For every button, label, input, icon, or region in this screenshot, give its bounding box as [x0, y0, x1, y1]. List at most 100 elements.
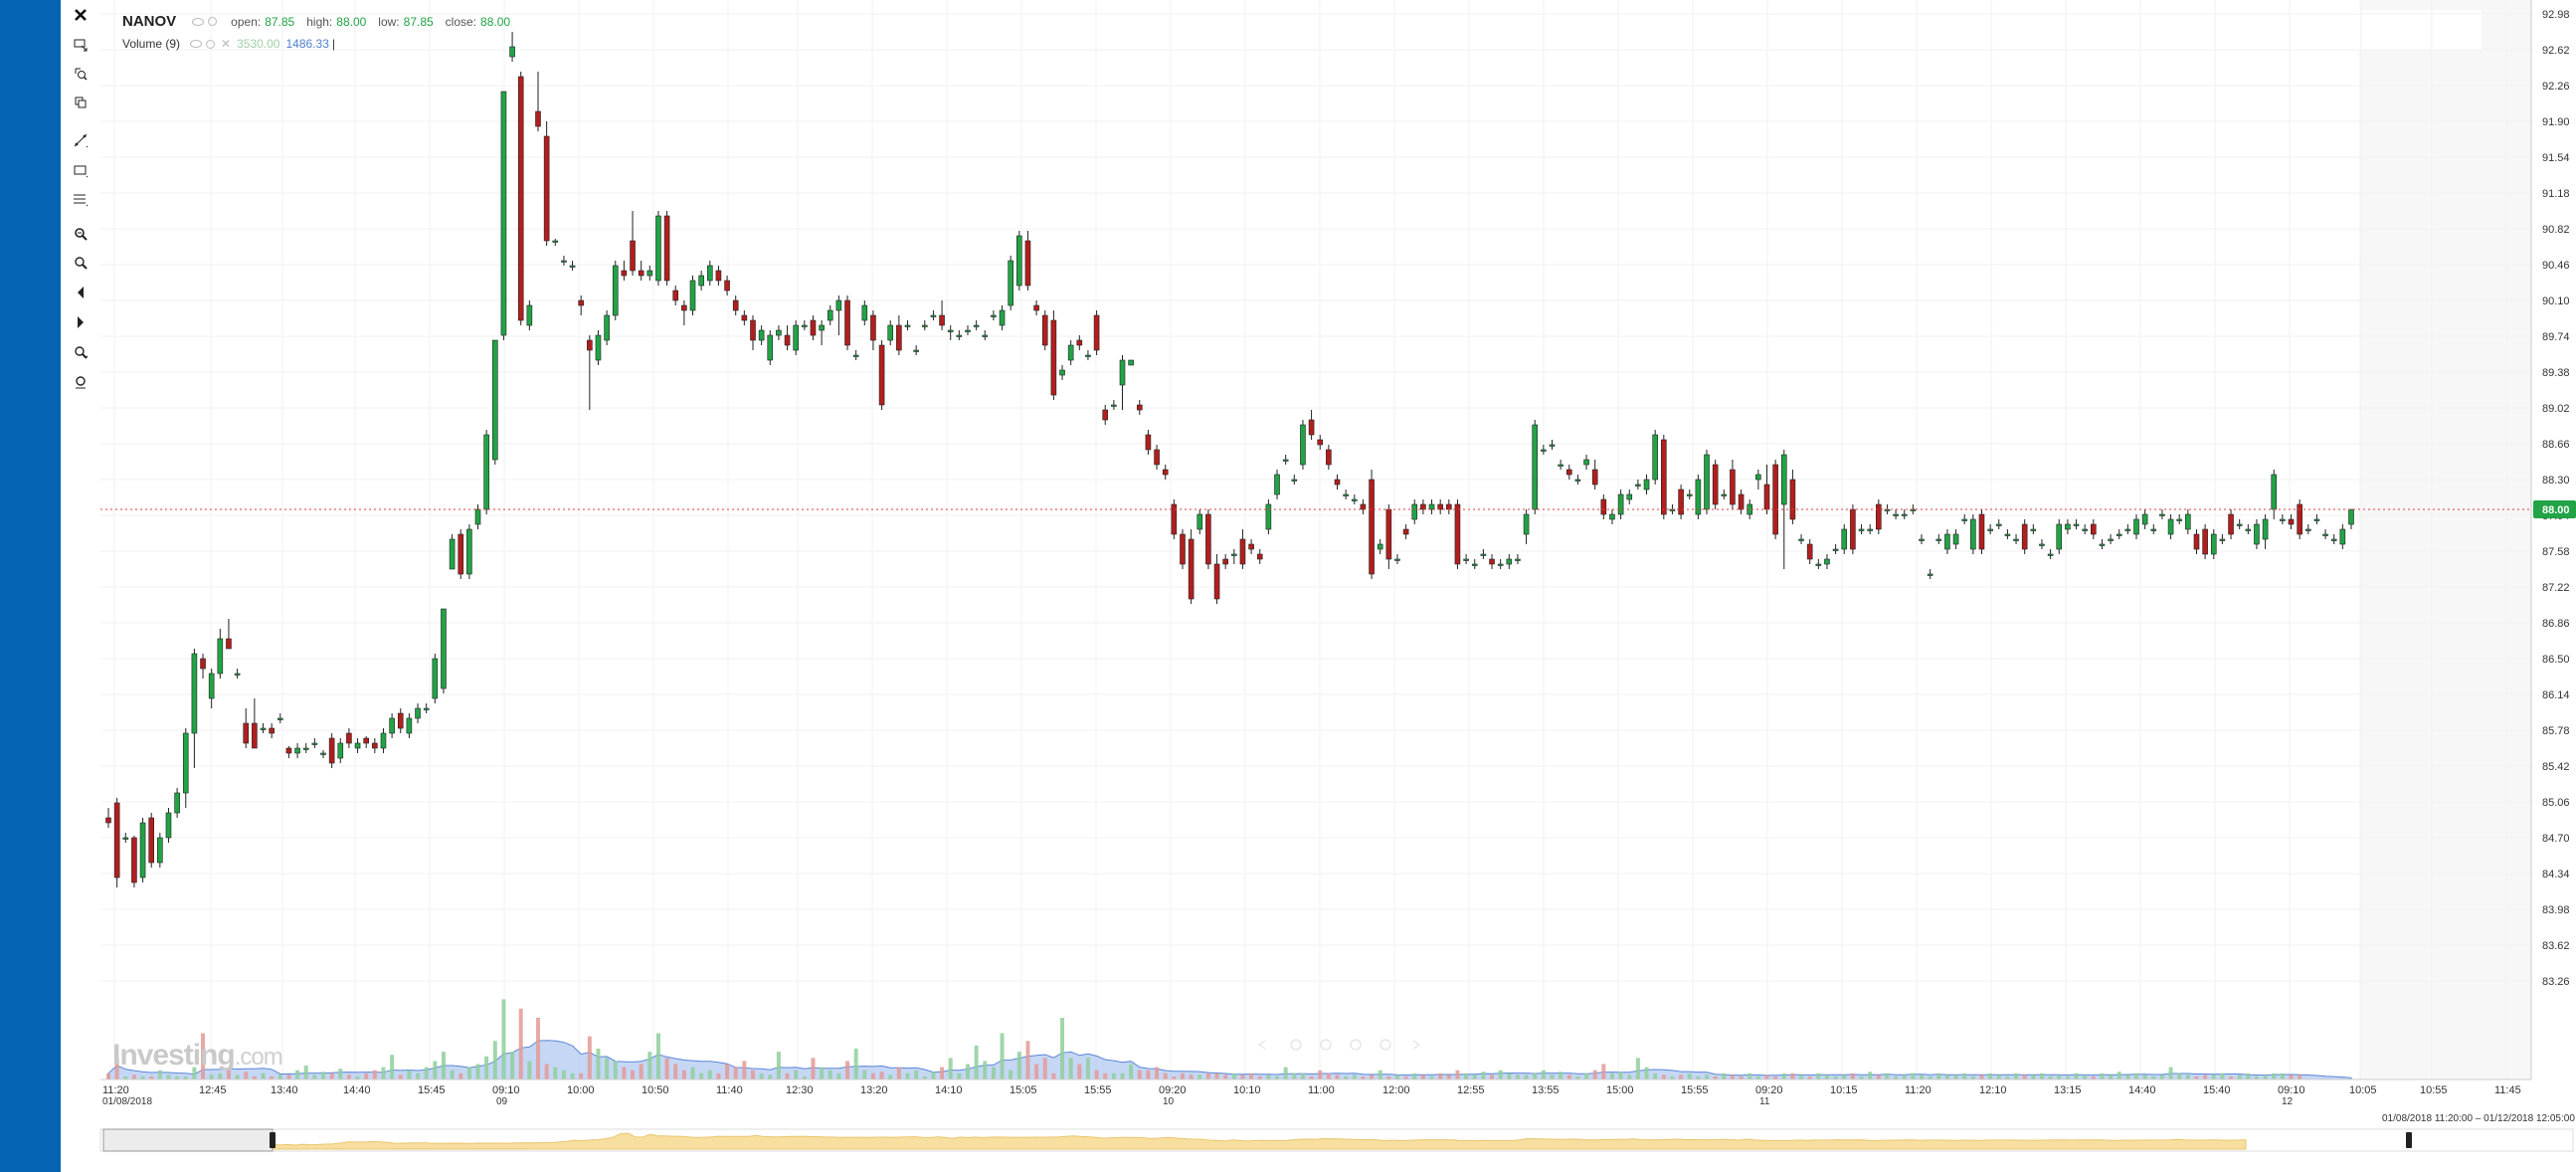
reset-tool-icon[interactable]: [69, 371, 92, 393]
candle-body: [1162, 469, 1169, 476]
grid: [100, 0, 2531, 1079]
time-navigator[interactable]: [99, 1128, 2574, 1152]
arrow-right-icon[interactable]: [69, 311, 92, 333]
volume-bar: [1559, 1072, 1564, 1079]
candle: [612, 261, 619, 320]
volume-bar: [983, 1061, 988, 1079]
candle: [466, 524, 472, 579]
candle: [2021, 519, 2028, 554]
x-tick-label: 10:05: [2349, 1084, 2377, 1096]
candle: [1549, 440, 1556, 450]
candle-body: [2021, 523, 2028, 550]
settings-icon[interactable]: [208, 17, 218, 26]
y-tick-label: 90.82: [2542, 224, 2570, 236]
volume-close-icon[interactable]: ✕: [221, 37, 232, 51]
navigator-right-handle[interactable]: [2406, 1132, 2412, 1148]
volume-bar: [1455, 1070, 1460, 1079]
candle: [1428, 499, 1435, 514]
candle-body: [1402, 528, 1409, 535]
volume-bar: [295, 1070, 300, 1079]
volume-bar: [303, 1066, 308, 1079]
volume-bar: [1240, 1074, 1245, 1079]
candle: [887, 320, 894, 345]
candle: [904, 320, 911, 330]
zoom-out-tool-icon[interactable]: [69, 341, 92, 363]
volume-bar: [853, 1049, 858, 1079]
volume-bar: [2116, 1072, 2121, 1079]
volume-bar: [1859, 1075, 1864, 1079]
candle-body: [389, 717, 395, 734]
volume-bar: [655, 1033, 660, 1079]
candle: [1213, 554, 1220, 604]
candle: [1102, 405, 1109, 425]
candle-body: [2141, 513, 2148, 525]
candle: [1360, 499, 1367, 514]
zoom-in-tool-icon[interactable]: [69, 252, 92, 274]
magnet-tool-icon[interactable]: [69, 223, 92, 245]
volume-bar: [1705, 1074, 1710, 1079]
volume-bar: [1670, 1075, 1675, 1079]
candle-body: [1377, 543, 1383, 550]
candle: [991, 310, 997, 320]
volume-bar: [252, 1075, 257, 1079]
candle: [2288, 514, 2295, 529]
volume-bar: [802, 1075, 807, 1079]
trendline-tool-icon[interactable]: [69, 129, 92, 151]
zoom-tool-icon[interactable]: [69, 63, 92, 85]
volume-bar: [1197, 1074, 1202, 1079]
candle: [1652, 430, 1658, 485]
volume-bar: [1541, 1070, 1546, 1079]
candle-body: [423, 707, 430, 710]
candle: [363, 736, 369, 748]
volume-bar: [1085, 1058, 1090, 1079]
arrow-left-icon[interactable]: [69, 282, 92, 303]
candle: [852, 350, 859, 360]
open-value: 87.85: [265, 14, 295, 29]
volume-bar: [261, 1073, 266, 1079]
candle: [2313, 514, 2320, 524]
x-tick-sublabel: 10: [1163, 1096, 1175, 1107]
candle: [1798, 534, 1804, 544]
candle-body: [655, 215, 661, 282]
volume-bar: [1120, 1073, 1125, 1079]
candle: [1506, 554, 1513, 569]
candle-body: [2313, 518, 2320, 521]
volume-value-1: 3530.00: [237, 37, 280, 51]
close-icon[interactable]: [69, 4, 92, 26]
candle: [543, 121, 550, 246]
scroll-controls[interactable]: [1258, 1039, 1420, 1051]
candle-body: [1059, 369, 1065, 376]
x-tick-label: 10:00: [567, 1084, 595, 1096]
volume-bar: [1824, 1074, 1829, 1079]
candle-body: [973, 324, 980, 327]
volume-settings-icon[interactable]: [206, 39, 216, 49]
fibonacci-tool-icon[interactable]: [69, 188, 92, 210]
candle-body: [1583, 459, 1589, 466]
candle: [689, 276, 696, 315]
crosshair-tool-icon[interactable]: [69, 34, 92, 56]
volume-eye-icon[interactable]: [190, 40, 203, 48]
candle: [2030, 524, 2037, 534]
candle-body: [999, 309, 1006, 326]
x-tick-label: 13:15: [2054, 1084, 2082, 1096]
candle: [965, 325, 971, 335]
navigator-left-handle[interactable]: [270, 1132, 276, 1148]
clone-tool-icon[interactable]: [69, 92, 92, 113]
candle-body: [638, 270, 644, 277]
candle-body: [1541, 449, 1547, 452]
volume-bar: [201, 1033, 206, 1079]
volume-bar: [2229, 1075, 2234, 1079]
candle: [1970, 514, 1976, 554]
candle: [1609, 509, 1615, 524]
candle: [2280, 514, 2286, 524]
candle-body: [458, 533, 464, 575]
eye-icon[interactable]: [192, 17, 205, 26]
candle: [896, 315, 902, 355]
candle-body: [1411, 503, 1418, 520]
volume-bar: [1155, 1067, 1160, 1079]
candle: [1995, 519, 2002, 529]
volume-bar: [965, 1064, 970, 1079]
rectangle-tool-icon[interactable]: [69, 159, 92, 181]
candle-body: [1205, 513, 1211, 565]
